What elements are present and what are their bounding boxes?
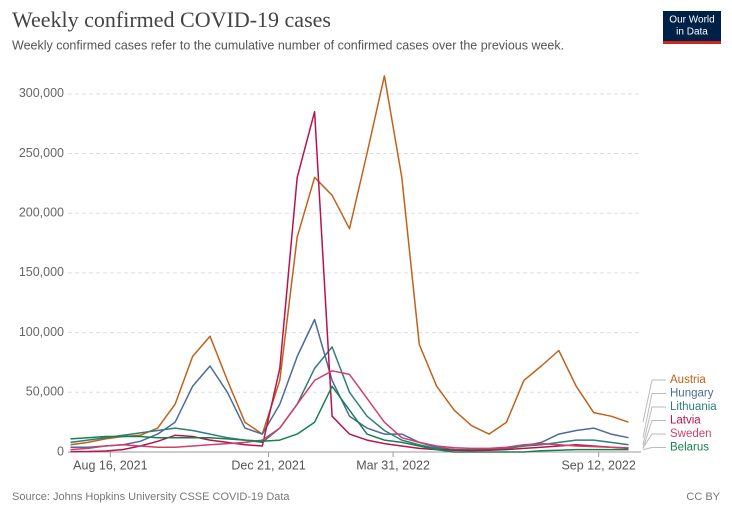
legend-label: Sweden (670, 428, 712, 440)
legend-connector (642, 433, 666, 449)
chart-subtitle: Weekly confirmed cases refer to the cumu… (12, 38, 564, 52)
x-tick-label: Dec 21, 2021 (231, 458, 305, 472)
y-tick-label: 50,000 (26, 385, 64, 399)
series-line (70, 370, 629, 451)
legend-label: Austria (670, 374, 706, 386)
legend-connector (642, 447, 666, 451)
x-tick-label: Aug 16, 2021 (73, 458, 147, 472)
y-tick-label: 0 (57, 444, 64, 458)
license: CC BY (686, 491, 720, 503)
series-line (70, 346, 629, 451)
source: Source: Johns Hopkins University CSSE CO… (12, 491, 290, 503)
series-line (70, 110, 629, 453)
logo-text: Our World (669, 15, 714, 26)
y-tick-label: 250,000 (19, 146, 64, 160)
logo-text: in Data (676, 27, 708, 38)
series-line (70, 385, 629, 453)
legend-label: Belarus (670, 442, 709, 454)
legend-connector (642, 393, 666, 438)
legend-connector (642, 420, 666, 449)
y-tick-label: 100,000 (19, 325, 64, 339)
legend-connector (642, 379, 666, 423)
logo-box (663, 11, 721, 44)
legend-label: Lithuania (670, 401, 717, 413)
x-tick-label: Mar 31, 2022 (356, 458, 430, 472)
y-tick-label: 150,000 (19, 265, 64, 279)
legend-label: Latvia (670, 415, 701, 427)
series-line (70, 75, 629, 446)
logo-bar (663, 41, 721, 44)
chart-title: Weekly confirmed COVID-19 cases (12, 7, 331, 32)
y-tick-label: 200,000 (19, 206, 64, 220)
legend-connector (642, 406, 666, 445)
legend-label: Hungary (670, 388, 714, 400)
y-tick-label: 300,000 (19, 86, 64, 100)
x-tick-label: Sep 12, 2022 (561, 458, 635, 472)
